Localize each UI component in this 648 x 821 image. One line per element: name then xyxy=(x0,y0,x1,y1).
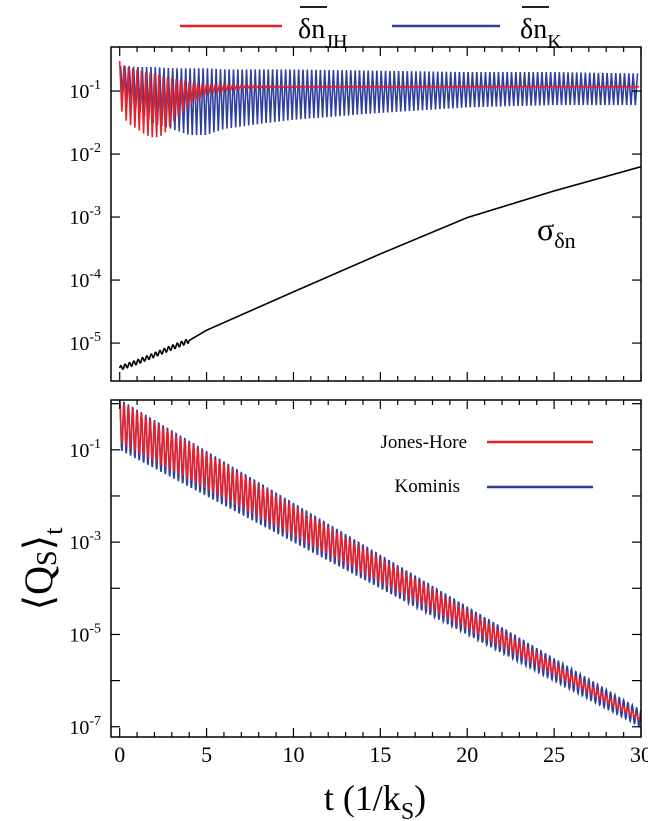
x-axis-label: t (1/kS) xyxy=(324,778,426,821)
series-sigma xyxy=(118,165,642,371)
legend-label-kominis: Kominis xyxy=(395,476,460,497)
y-tick-label: 10-3 xyxy=(69,529,101,554)
bottom-plot-frame xyxy=(110,399,642,738)
series-jh xyxy=(118,401,642,721)
y-axis-label: ⟨QS⟩t xyxy=(16,527,68,611)
sigma-annotation: σδn xyxy=(537,211,576,253)
x-tick-label: 20 xyxy=(456,742,478,767)
y-tick-label: 10-4 xyxy=(69,267,101,292)
y-tick-label: 10-5 xyxy=(69,330,101,355)
y-tick-label: 10-7 xyxy=(69,714,101,739)
y-tick-label: 10-3 xyxy=(69,204,101,229)
x-tick-label: 25 xyxy=(543,742,565,767)
bottom-legend: Jones-Hore Kominis xyxy=(380,432,593,497)
y-tick-label: 10-5 xyxy=(69,621,101,646)
y-tick-label: 10-2 xyxy=(69,141,101,166)
x-tick-label: 30 xyxy=(630,742,648,767)
series-k xyxy=(118,399,642,729)
series-k xyxy=(119,65,639,136)
x-tick-label: 0 xyxy=(114,742,125,767)
top-plot-frame xyxy=(110,46,642,382)
legend-label-jones-hore: Jones-Hore xyxy=(380,432,467,453)
y-tick-label: 10-1 xyxy=(69,78,101,103)
bottom-panel: 0 5 10 15 20 25 30 10-1 10-3 10-5 10-7 Jones-Hore … xyxy=(16,399,648,821)
x-tick-label: 5 xyxy=(201,742,212,767)
x-tick-label: 15 xyxy=(369,742,391,767)
top-panel: 10-1 10-2 10-3 10-4 10-5 σδn xyxy=(69,46,642,382)
x-tick-label: 10 xyxy=(282,742,304,767)
top-legend: δnJH δnK xyxy=(180,6,562,53)
svg-text:⟨QS⟩t: ⟨QS⟩t xyxy=(16,527,68,611)
y-tick-label: 10-1 xyxy=(69,437,101,462)
series-jh xyxy=(118,60,640,138)
